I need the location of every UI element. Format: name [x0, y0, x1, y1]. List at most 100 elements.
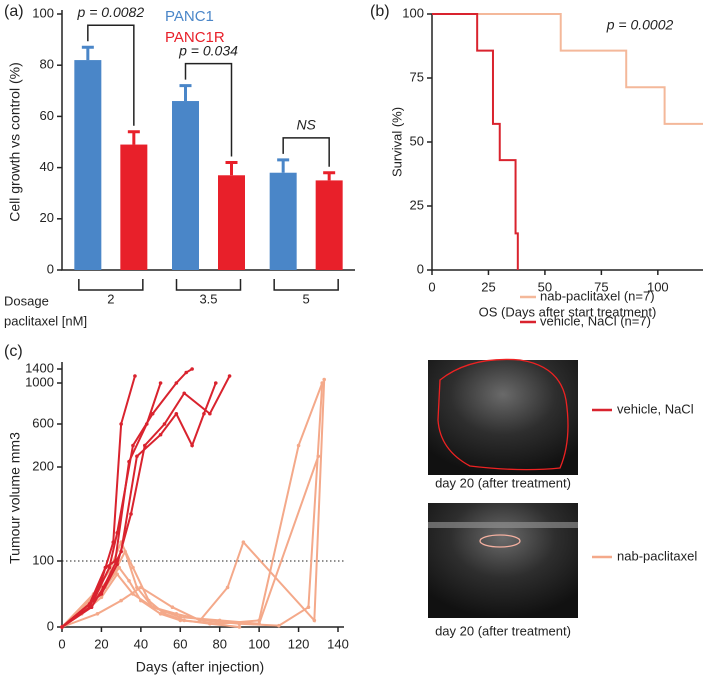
- data-point: [89, 605, 94, 609]
- data-point: [190, 443, 194, 448]
- y-tick-label: 0: [47, 618, 54, 633]
- legend-label: nab-paclitaxel (n=7): [540, 288, 655, 303]
- y-tick-label: 80: [40, 57, 54, 72]
- data-point: [182, 391, 187, 396]
- data-point: [227, 374, 232, 378]
- category-bracket: [273, 279, 339, 291]
- x-tick-label: 100: [248, 636, 270, 651]
- bar: [218, 175, 245, 270]
- data-point: [95, 612, 100, 616]
- error-bar: [277, 158, 290, 173]
- error-bar: [81, 45, 94, 61]
- y-tick-label: 20: [40, 210, 54, 225]
- data-point: [162, 422, 167, 426]
- x-tick-label: 60: [173, 636, 187, 651]
- data-point: [99, 592, 104, 596]
- x-tick-label: 50: [538, 279, 552, 294]
- y-tick-label: 100: [402, 5, 424, 20]
- data-point: [131, 565, 135, 570]
- x-tick-label: 2: [107, 291, 114, 306]
- x-tick-label: 0: [428, 279, 435, 294]
- tumour-outline: [479, 534, 521, 548]
- x-axis-label: Dosage: [4, 293, 49, 308]
- survival-line: [432, 13, 519, 270]
- x-tick-label: 100: [647, 279, 669, 294]
- panel-label: (a): [4, 3, 24, 20]
- category-bracket: [175, 279, 242, 291]
- y-tick-label: 40: [40, 159, 54, 174]
- tumour-outline: [437, 358, 569, 471]
- data-point: [296, 443, 301, 448]
- panel-label: (c): [4, 343, 23, 360]
- data-point: [133, 374, 137, 378]
- bar: [269, 172, 297, 270]
- x-axis-label: Days (after injection): [136, 659, 264, 675]
- x-axis-label: OS (Days after start treatment): [479, 304, 657, 319]
- y-tick-label: 100: [32, 552, 54, 567]
- data-point: [119, 422, 123, 426]
- data-point: [202, 618, 206, 623]
- data-point: [237, 625, 242, 629]
- x-tick-label: 5: [303, 291, 310, 306]
- survival-line: [432, 13, 703, 125]
- skin-layer: [428, 522, 578, 528]
- x-tick-label: 0: [58, 636, 65, 651]
- data-point: [103, 565, 108, 570]
- data-point: [174, 381, 179, 385]
- data-point: [115, 531, 119, 535]
- data-point: [170, 605, 175, 609]
- data-point: [139, 585, 143, 590]
- ultrasound-images: [428, 358, 578, 618]
- significance-bracket: [282, 137, 330, 167]
- growth-curve: [61, 379, 326, 628]
- y-axis-label: Tumour volume mm3: [7, 432, 23, 564]
- y-tick-label: 50: [410, 133, 424, 148]
- significance-label: p = 0.034: [178, 42, 238, 58]
- x-tick-label: 75: [594, 279, 608, 294]
- data-point: [184, 370, 188, 375]
- x-tick-label: 120: [288, 636, 310, 651]
- data-point: [174, 612, 179, 616]
- legend-label: PANC1R: [165, 29, 225, 46]
- data-point: [107, 565, 112, 570]
- category-bracket: [78, 279, 144, 291]
- data-point: [320, 381, 325, 385]
- y-tick-label: 0: [417, 261, 424, 276]
- error-bar: [225, 160, 238, 176]
- data-point: [150, 605, 155, 609]
- y-axis-label: Cell growth vs control (%): [7, 62, 23, 222]
- legend-label: PANC1: [165, 8, 214, 25]
- annotation: p = 0.0002: [606, 17, 674, 33]
- bar: [172, 101, 199, 270]
- y-tick-label: 1400: [25, 360, 54, 375]
- data-point: [237, 621, 242, 626]
- data-point: [322, 377, 327, 382]
- data-point: [123, 549, 127, 554]
- data-point: [131, 443, 135, 448]
- bar: [315, 180, 343, 270]
- error-bar: [179, 84, 192, 102]
- data-point: [127, 579, 131, 583]
- bar: [74, 60, 102, 270]
- image-vehicle: [428, 360, 578, 475]
- y-axis-label: Survival (%): [389, 107, 404, 177]
- data-point: [277, 623, 281, 628]
- image-caption: day 20 (after treatment): [435, 623, 571, 638]
- data-point: [306, 605, 311, 609]
- growth-curve: [61, 455, 320, 628]
- x-tick-label: 25: [481, 279, 495, 294]
- x-tick-label: 40: [134, 636, 148, 651]
- data-point: [213, 381, 218, 385]
- growth-curve: [61, 382, 324, 628]
- legend-label: vehicle, NaCl: [617, 401, 694, 416]
- significance-bracket: [184, 62, 233, 157]
- data-point: [119, 598, 123, 603]
- data-point: [174, 411, 179, 416]
- data-point: [131, 592, 135, 596]
- significance-label: NS: [296, 117, 316, 133]
- data-point: [115, 572, 119, 576]
- data-point: [99, 595, 104, 600]
- growth-curve: [61, 539, 240, 628]
- growth-curve: [61, 368, 193, 628]
- legend-label: nab-paclitaxel: [617, 548, 697, 563]
